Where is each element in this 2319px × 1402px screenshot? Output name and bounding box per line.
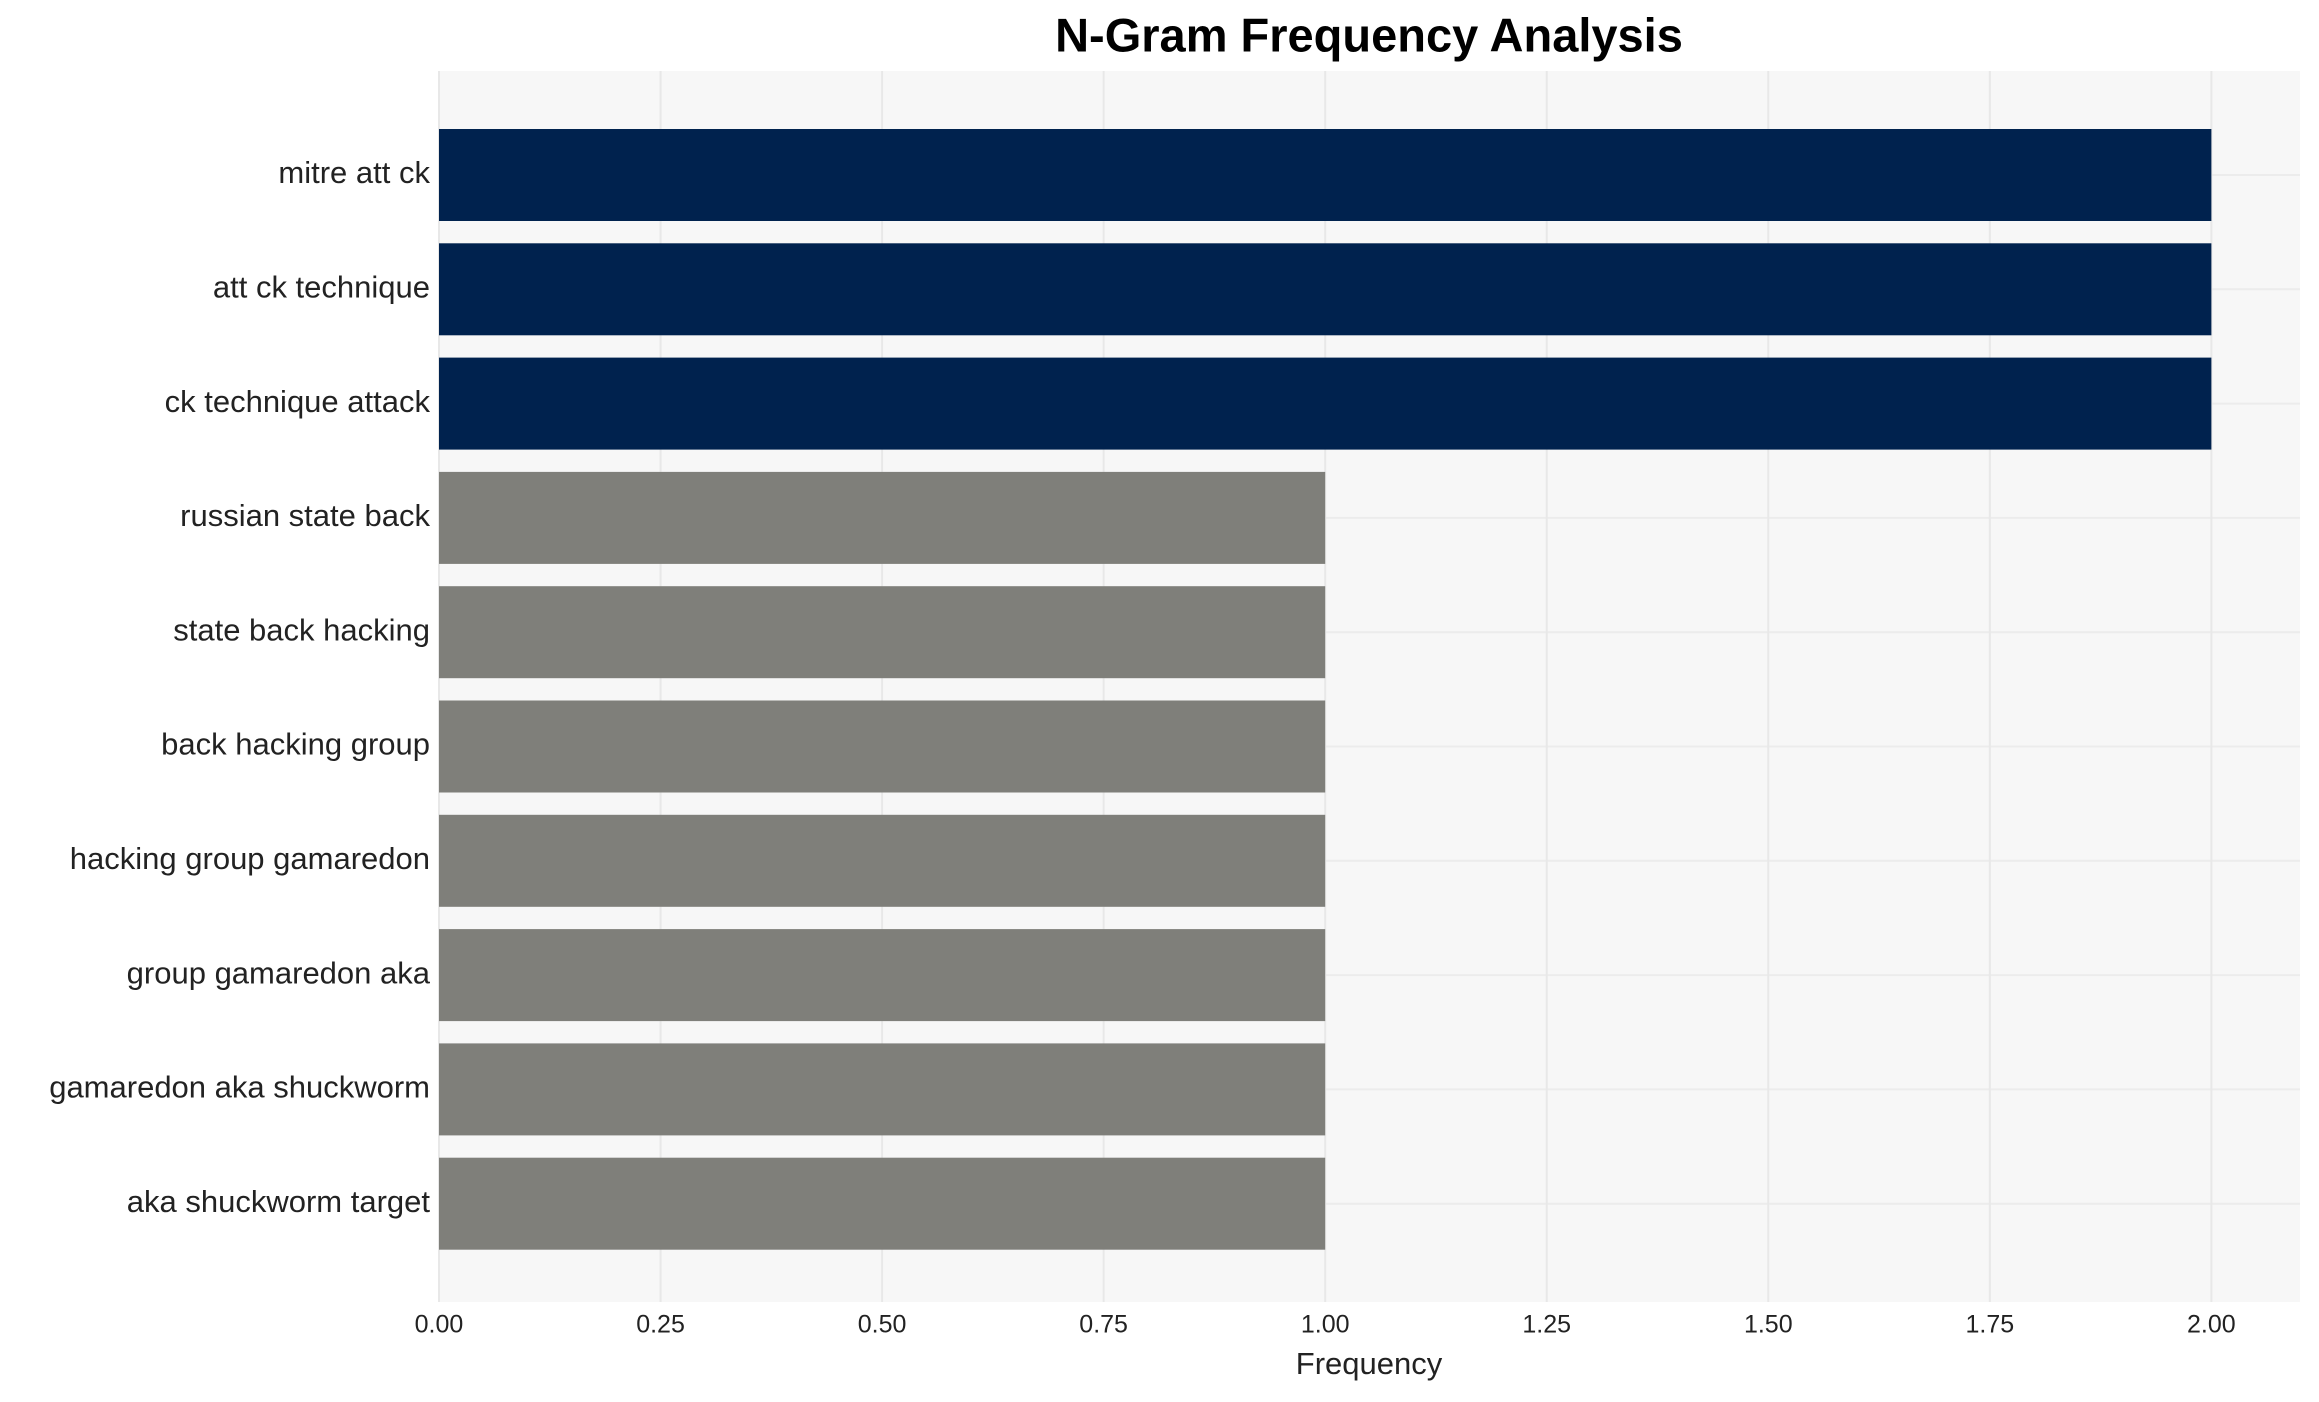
bar: [439, 357, 2212, 450]
bar: [439, 814, 1326, 907]
y-tick-label: att ck technique: [213, 269, 430, 304]
x-tick-label: 1.50: [1744, 1311, 1793, 1339]
y-tick-label: ck technique attack: [165, 384, 431, 419]
x-tick-label: 1.25: [1522, 1311, 1571, 1339]
x-tick-label: 0.50: [858, 1311, 907, 1339]
bar: [439, 243, 2212, 336]
bar: [439, 586, 1326, 679]
bar: [439, 129, 2212, 221]
x-tick-label: 2.00: [2187, 1311, 2236, 1339]
bar: [439, 700, 1326, 793]
chart-title: N-Gram Frequency Analysis: [1055, 8, 1683, 61]
y-tick-label: aka shuckworm target: [127, 1184, 431, 1219]
bar: [439, 1043, 1326, 1136]
x-tick-label: 0.25: [636, 1311, 685, 1339]
y-tick-label: mitre att ck: [278, 155, 430, 190]
y-tick-label: group gamaredon aka: [127, 955, 431, 990]
x-tick-label: 1.00: [1301, 1311, 1350, 1339]
y-tick-label: hacking group gamaredon: [70, 841, 430, 876]
x-tick-label: 0.75: [1079, 1311, 1128, 1339]
y-tick-label: russian state back: [180, 498, 430, 533]
x-axis-label: Frequency: [1296, 1346, 1443, 1381]
y-tick-label: back hacking group: [161, 727, 430, 762]
bar: [439, 1157, 1326, 1250]
bar: [439, 471, 1326, 564]
x-tick-label: 0.00: [415, 1311, 464, 1339]
x-tick-label: 1.75: [1965, 1311, 2014, 1339]
y-tick-label: gamaredon aka shuckworm: [49, 1070, 430, 1105]
bar: [439, 929, 1326, 1022]
y-tick-label: state back hacking: [173, 612, 430, 647]
